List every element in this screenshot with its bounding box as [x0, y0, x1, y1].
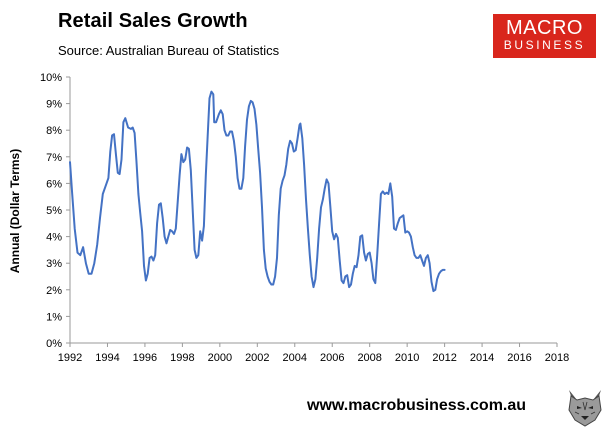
macrobusiness-logo[interactable]: MACRO BUSINESS — [493, 14, 596, 58]
x-tick-label: 2006 — [320, 352, 344, 364]
chart-axes — [69, 77, 557, 344]
y-axis-ticks: 0% 1% 2% 3% 4% 5% 6% 7% 8% 9% 10% — [40, 72, 70, 350]
logo-line-2: BUSINESS — [503, 38, 586, 52]
chart-title: Retail Sales Growth — [58, 10, 248, 32]
x-tick-label: 2016 — [507, 352, 531, 364]
x-tick-label: 1992 — [58, 352, 82, 364]
series-line — [69, 90, 446, 293]
x-tick-label: 1994 — [95, 352, 119, 364]
y-tick-label: 10% — [40, 72, 62, 84]
x-tick-label: 2000 — [208, 352, 232, 364]
x-tick-label: 2004 — [283, 352, 307, 364]
y-tick-label: 7% — [46, 152, 62, 164]
y-tick-label: 4% — [46, 232, 62, 244]
y-tick-label: 3% — [46, 258, 62, 270]
x-tick-label: 2002 — [245, 352, 269, 364]
y-tick-label: 2% — [46, 285, 62, 297]
y-tick-label: 1% — [46, 311, 62, 323]
chart-series — [69, 90, 446, 293]
x-tick-label: 1996 — [133, 352, 157, 364]
footer-url[interactable]: www.macrobusiness.com.au — [307, 397, 527, 414]
x-tick-label: 2012 — [432, 352, 456, 364]
chart-source: Source: Australian Bureau of Statistics — [58, 43, 280, 58]
x-tick-label: 2008 — [357, 352, 381, 364]
wolf-mascot-icon — [563, 384, 607, 428]
y-tick-label: 9% — [46, 99, 62, 111]
x-tick-label: 2014 — [470, 352, 494, 364]
y-axis-label: Annual (Dollar Terms) — [8, 149, 22, 273]
y-tick-label: 8% — [46, 125, 62, 137]
x-tick-label: 2010 — [395, 352, 419, 364]
x-tick-label: 2018 — [545, 352, 569, 364]
x-axis-ticks: 1992 1994 1996 1998 2000 2002 2004 2006 2008 2010… — [58, 343, 569, 364]
logo-line-1: MACRO — [506, 17, 583, 39]
y-tick-label: 6% — [46, 178, 62, 190]
y-tick-label: 5% — [46, 205, 62, 217]
x-tick-label: 1998 — [170, 352, 194, 364]
y-tick-label: 0% — [46, 338, 62, 350]
